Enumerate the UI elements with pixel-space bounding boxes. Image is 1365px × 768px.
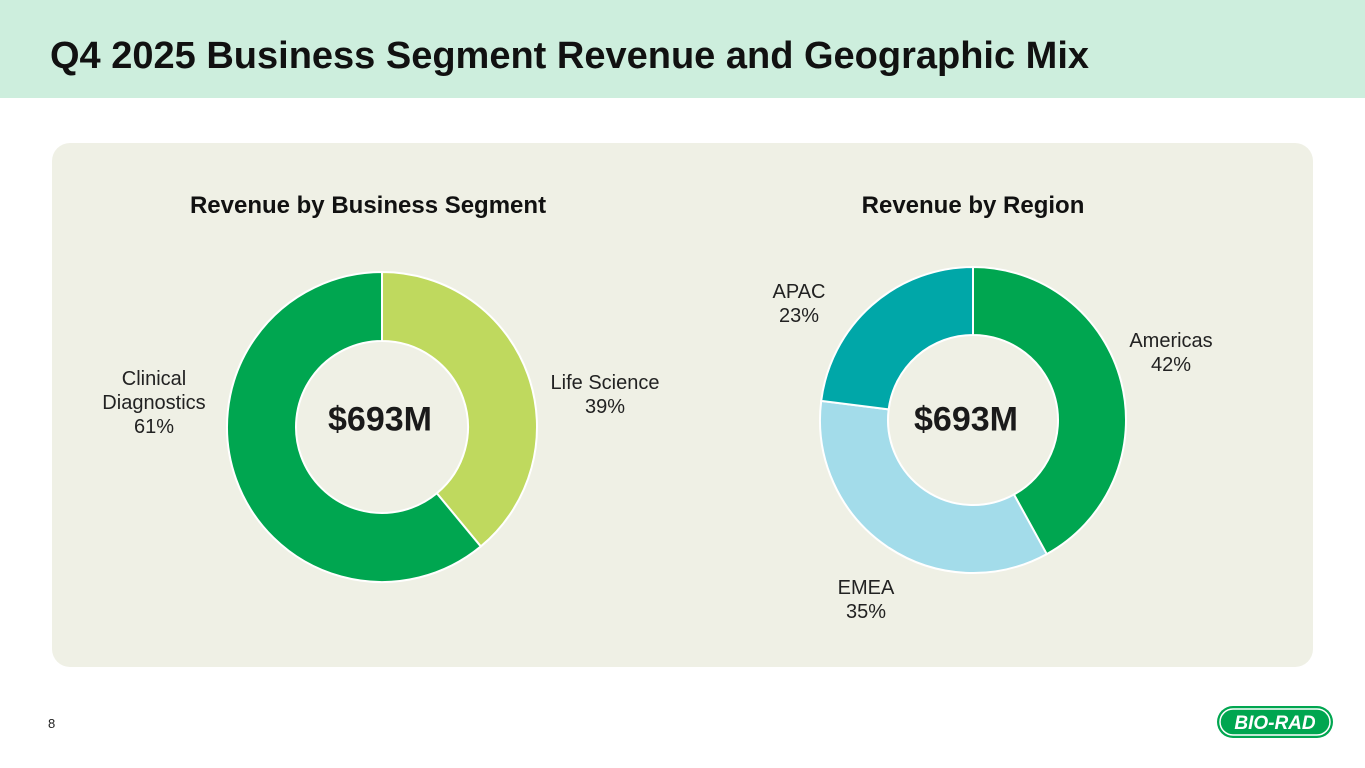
slice-label-emea: EMEA 35% bbox=[838, 576, 895, 624]
region-donut-chart bbox=[819, 265, 1127, 574]
donut-slice-life-science bbox=[381, 270, 538, 548]
slice-percent-americas: 42% bbox=[1150, 354, 1192, 376]
slice-percent-apac: 23% bbox=[778, 305, 820, 327]
slice-label-life-science: Life Science 39% bbox=[551, 371, 660, 419]
page-title: Q4 2025 Business Segment Revenue and Geo… bbox=[50, 35, 1090, 77]
bio-rad-logo: BIO-RAD bbox=[1217, 706, 1333, 738]
donut-slice-clinical-diagnostics bbox=[226, 270, 483, 583]
slice-name-clinical: Clinical bbox=[121, 368, 187, 390]
donut-slice-americas bbox=[972, 265, 1127, 556]
slice-name-americas: Americas bbox=[1129, 330, 1213, 352]
logo-text: BIO-RAD bbox=[1234, 713, 1316, 734]
header-band bbox=[0, 0, 1365, 98]
slice-percent-clinical-diagnostics: 61% bbox=[133, 416, 175, 438]
donut-slice-apac bbox=[820, 265, 974, 411]
slice-name-apac: APAC bbox=[772, 281, 826, 303]
slice-label-apac: APAC 23% bbox=[773, 280, 826, 328]
segment-total-label: $693M bbox=[328, 400, 432, 439]
segment-chart-title: Revenue by Business Segment bbox=[189, 192, 547, 219]
slice-percent-life-science: 39% bbox=[584, 396, 626, 418]
slice-name-diagnostics: Diagnostics bbox=[102, 392, 206, 414]
slice-label-americas: Americas 42% bbox=[1129, 329, 1212, 377]
region-chart-title: Revenue by Region bbox=[861, 192, 1085, 219]
page-number: 8 bbox=[48, 716, 56, 731]
slice-label-clinical-diagnostics: Clinical Diagnostics 61% bbox=[102, 367, 205, 439]
slice-percent-emea: 35% bbox=[845, 601, 887, 623]
segment-donut-chart bbox=[226, 270, 538, 583]
slice-name-emea: EMEA bbox=[837, 577, 895, 599]
slice-name-life-science: Life Science bbox=[550, 372, 660, 394]
region-total-label: $693M bbox=[914, 400, 1018, 439]
donut-slice-emea bbox=[819, 399, 1049, 574]
